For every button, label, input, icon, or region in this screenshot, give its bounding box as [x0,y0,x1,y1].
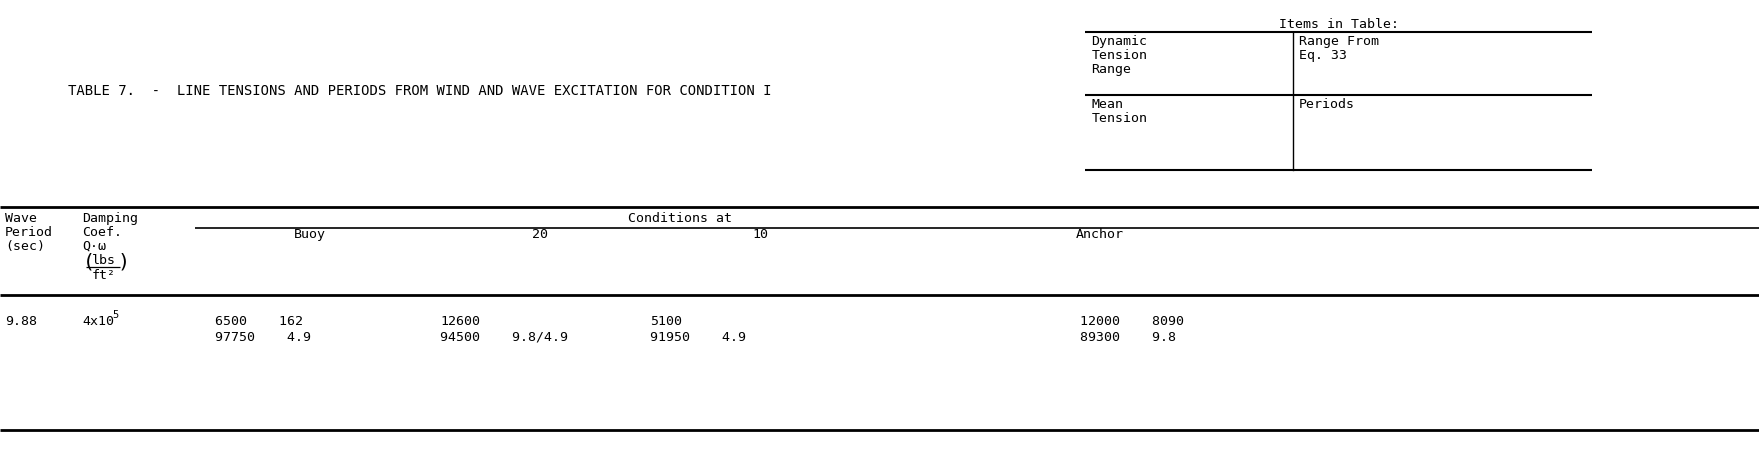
Text: Mean: Mean [1091,98,1124,111]
Text: (sec): (sec) [5,240,46,253]
Text: Range From: Range From [1298,35,1379,48]
Text: Anchor: Anchor [1077,228,1124,241]
Text: TABLE 7.  -  LINE TENSIONS AND PERIODS FROM WIND AND WAVE EXCITATION FOR CONDITI: TABLE 7. - LINE TENSIONS AND PERIODS FRO… [69,84,772,98]
Text: Buoy: Buoy [294,228,325,241]
Text: Tension: Tension [1091,112,1147,125]
Text: Period: Period [5,226,53,239]
Text: 12600: 12600 [440,315,480,328]
Text: 9.88: 9.88 [5,315,37,328]
Text: Tension: Tension [1091,49,1147,62]
Text: Wave: Wave [5,212,37,225]
Text: 4x10: 4x10 [83,315,114,328]
Text: 5: 5 [113,310,118,320]
Text: 10: 10 [753,228,769,241]
Text: (: ( [83,253,95,272]
Text: Conditions at: Conditions at [628,212,732,225]
Text: 94500    9.8/4.9: 94500 9.8/4.9 [440,331,568,344]
Text: Dynamic: Dynamic [1091,35,1147,48]
Text: 12000    8090: 12000 8090 [1080,315,1184,328]
Text: Items in Table:: Items in Table: [1279,18,1398,31]
Text: ft²: ft² [91,269,116,282]
Text: 5100: 5100 [651,315,682,328]
Text: Eq. 33: Eq. 33 [1298,49,1347,62]
Text: 97750    4.9: 97750 4.9 [215,331,311,344]
Text: Periods: Periods [1298,98,1354,111]
Text: Q·ω: Q·ω [83,240,106,253]
Text: Coef.: Coef. [83,226,121,239]
Text: Damping: Damping [83,212,137,225]
Text: 91950    4.9: 91950 4.9 [651,331,746,344]
Text: 6500    162: 6500 162 [215,315,303,328]
Text: 89300    9.8: 89300 9.8 [1080,331,1177,344]
Text: Range: Range [1091,63,1131,76]
Text: 20: 20 [531,228,549,241]
Text: lbs: lbs [91,254,116,267]
Text: ): ) [118,253,130,272]
